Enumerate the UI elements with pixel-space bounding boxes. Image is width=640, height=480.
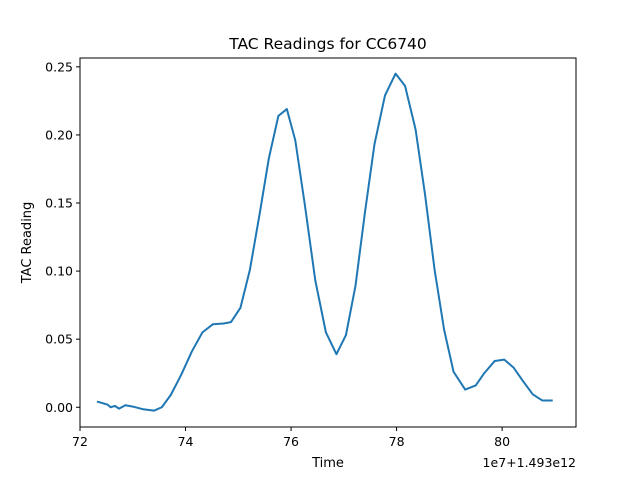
data-point [325, 331, 327, 334]
data-point [550, 399, 553, 402]
data-point [433, 268, 436, 271]
data-point [286, 108, 288, 110]
data-point [239, 307, 242, 309]
y-tick-label: 0.25 [45, 59, 73, 74]
y-axis-label: TAC Reading [20, 202, 35, 285]
data-point [118, 407, 120, 410]
y-tick-label: 0.10 [45, 264, 73, 279]
y-tick-label: 0.05 [45, 332, 73, 347]
data-point [191, 350, 193, 353]
data-point [222, 322, 225, 325]
y-tick-label: 0.00 [45, 400, 73, 415]
data-point [345, 334, 347, 336]
data-point [268, 157, 270, 159]
data-point [493, 360, 496, 362]
data-point [541, 399, 544, 402]
data-point [394, 72, 397, 75]
data-point [142, 408, 145, 411]
x-tick-label: 72 [72, 434, 88, 449]
data-point [364, 211, 366, 214]
data-point [124, 404, 127, 407]
plot-series [96, 72, 553, 412]
data-point [443, 328, 445, 331]
data-point [160, 406, 163, 409]
data-point [303, 203, 306, 206]
chart-title: TAC Readings for CC6740 [228, 35, 427, 53]
data-point [503, 358, 506, 361]
data-point [180, 373, 183, 376]
data-point [335, 353, 338, 355]
x-axis-offset-label: 1e7+1.493e12 [483, 455, 576, 470]
data-point [153, 409, 155, 412]
data-point [373, 143, 376, 146]
data-point [354, 285, 357, 287]
data-point [522, 380, 525, 383]
data-point [483, 372, 485, 375]
y-tick-label: 0.20 [45, 127, 73, 142]
data-point [414, 128, 417, 131]
x-tick-label: 80 [494, 434, 510, 449]
data-point [249, 268, 251, 271]
data-point [384, 94, 386, 97]
data-point [131, 405, 134, 408]
x-tick-label: 78 [389, 434, 405, 449]
x-axis-label: Time [311, 456, 344, 471]
data-point [109, 406, 112, 409]
x-tick-label: 74 [178, 434, 194, 449]
x-axis-ticks: 72 74 76 78 80 [72, 427, 510, 449]
y-tick-label: 0.15 [45, 196, 73, 211]
data-point [258, 214, 261, 217]
data-point [201, 331, 204, 334]
data-point [212, 323, 214, 325]
data-point [314, 279, 317, 282]
data-point [531, 393, 534, 396]
x-tick-label: 76 [283, 434, 299, 449]
data-point [230, 321, 232, 323]
data-point [404, 85, 406, 87]
data-point [114, 405, 116, 407]
data-point [464, 388, 466, 391]
data-point [512, 366, 515, 369]
y-axis-ticks: 0.00 0.05 0.10 0.15 0.20 0.25 [45, 59, 80, 415]
data-point [97, 401, 99, 403]
data-point [474, 384, 477, 387]
data-point [169, 394, 172, 396]
plot-frame [79, 57, 577, 428]
data-point [424, 194, 426, 196]
data-point [277, 115, 280, 117]
series-line [96, 72, 553, 412]
data-point [452, 371, 455, 373]
data-point [294, 139, 297, 142]
data-point [106, 403, 109, 406]
